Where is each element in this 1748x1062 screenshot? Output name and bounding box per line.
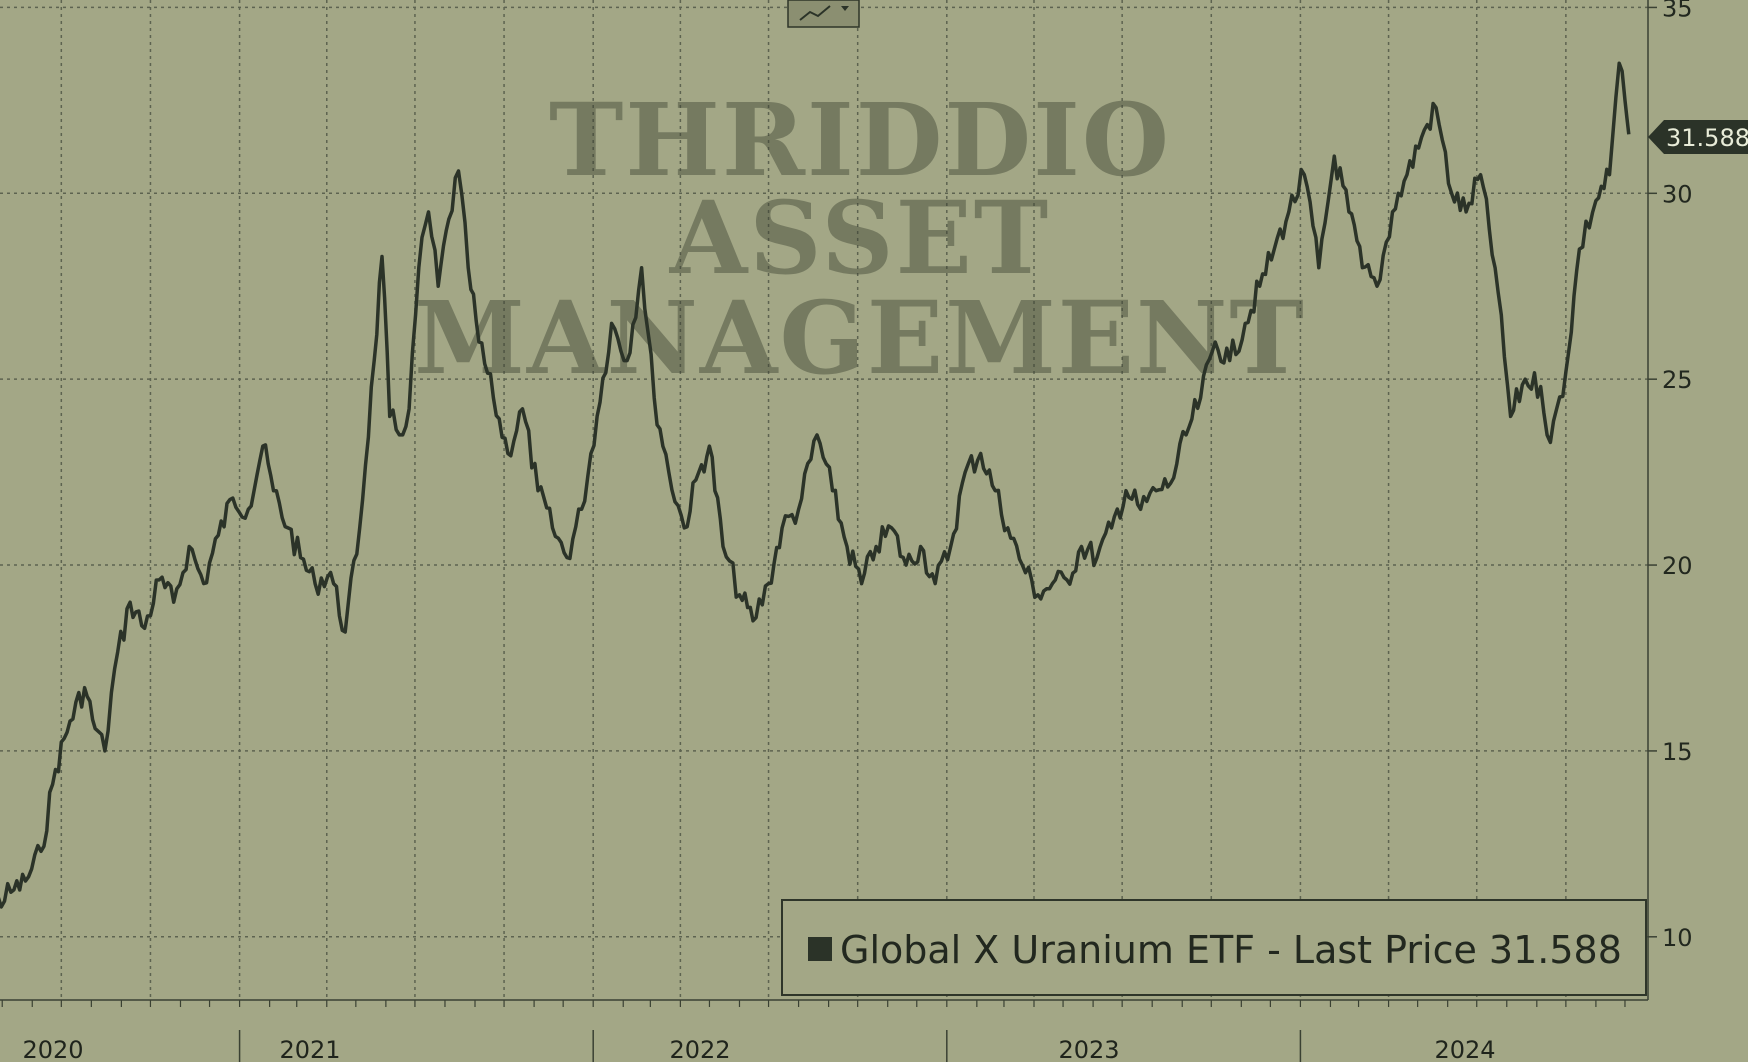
year-label: 2022	[669, 1036, 730, 1062]
x-axis-ticks: 2020 2021 2022 2023 2024	[1, 1000, 1626, 1062]
legend-label: Global X Uranium ETF - Last Price 31.588	[840, 928, 1622, 972]
y-tick-label: 25	[1662, 366, 1693, 394]
year-label: 2020	[22, 1036, 83, 1062]
last-value-label: 31.588	[1666, 124, 1748, 152]
y-tick-label: 10	[1662, 924, 1693, 952]
y-axis-ticks: 10 15 20 25 30 35	[1648, 0, 1693, 952]
legend-box	[781, 899, 1647, 996]
watermark-line-2: ASSET	[669, 179, 1050, 297]
chevron-down-icon	[841, 6, 849, 11]
y-tick-label: 35	[1662, 0, 1693, 22]
chart-toolbar[interactable]	[787, 0, 860, 28]
last-value-pointer	[1648, 120, 1748, 154]
grid	[0, 0, 1648, 1000]
year-label: 2024	[1434, 1036, 1495, 1062]
legend-swatch	[808, 937, 832, 961]
y-tick-label: 30	[1662, 180, 1693, 208]
y-tick-label: 15	[1662, 738, 1693, 766]
y-tick-label: 20	[1662, 552, 1693, 580]
series-line	[0, 61, 1631, 909]
watermark: THRIDDIO ASSET MANAGEMENT	[414, 81, 1306, 397]
watermark-line-3: MANAGEMENT	[414, 279, 1306, 397]
last-value-marker: 31.588	[1648, 120, 1748, 154]
legend: Global X Uranium ETF - Last Price 31.588	[781, 899, 1647, 996]
year-label: 2021	[279, 1036, 340, 1062]
line-chart-icon	[799, 5, 831, 21]
year-label: 2023	[1058, 1036, 1119, 1062]
chart-type-button[interactable]	[787, 0, 860, 28]
watermark-line-1: THRIDDIO	[549, 81, 1171, 199]
